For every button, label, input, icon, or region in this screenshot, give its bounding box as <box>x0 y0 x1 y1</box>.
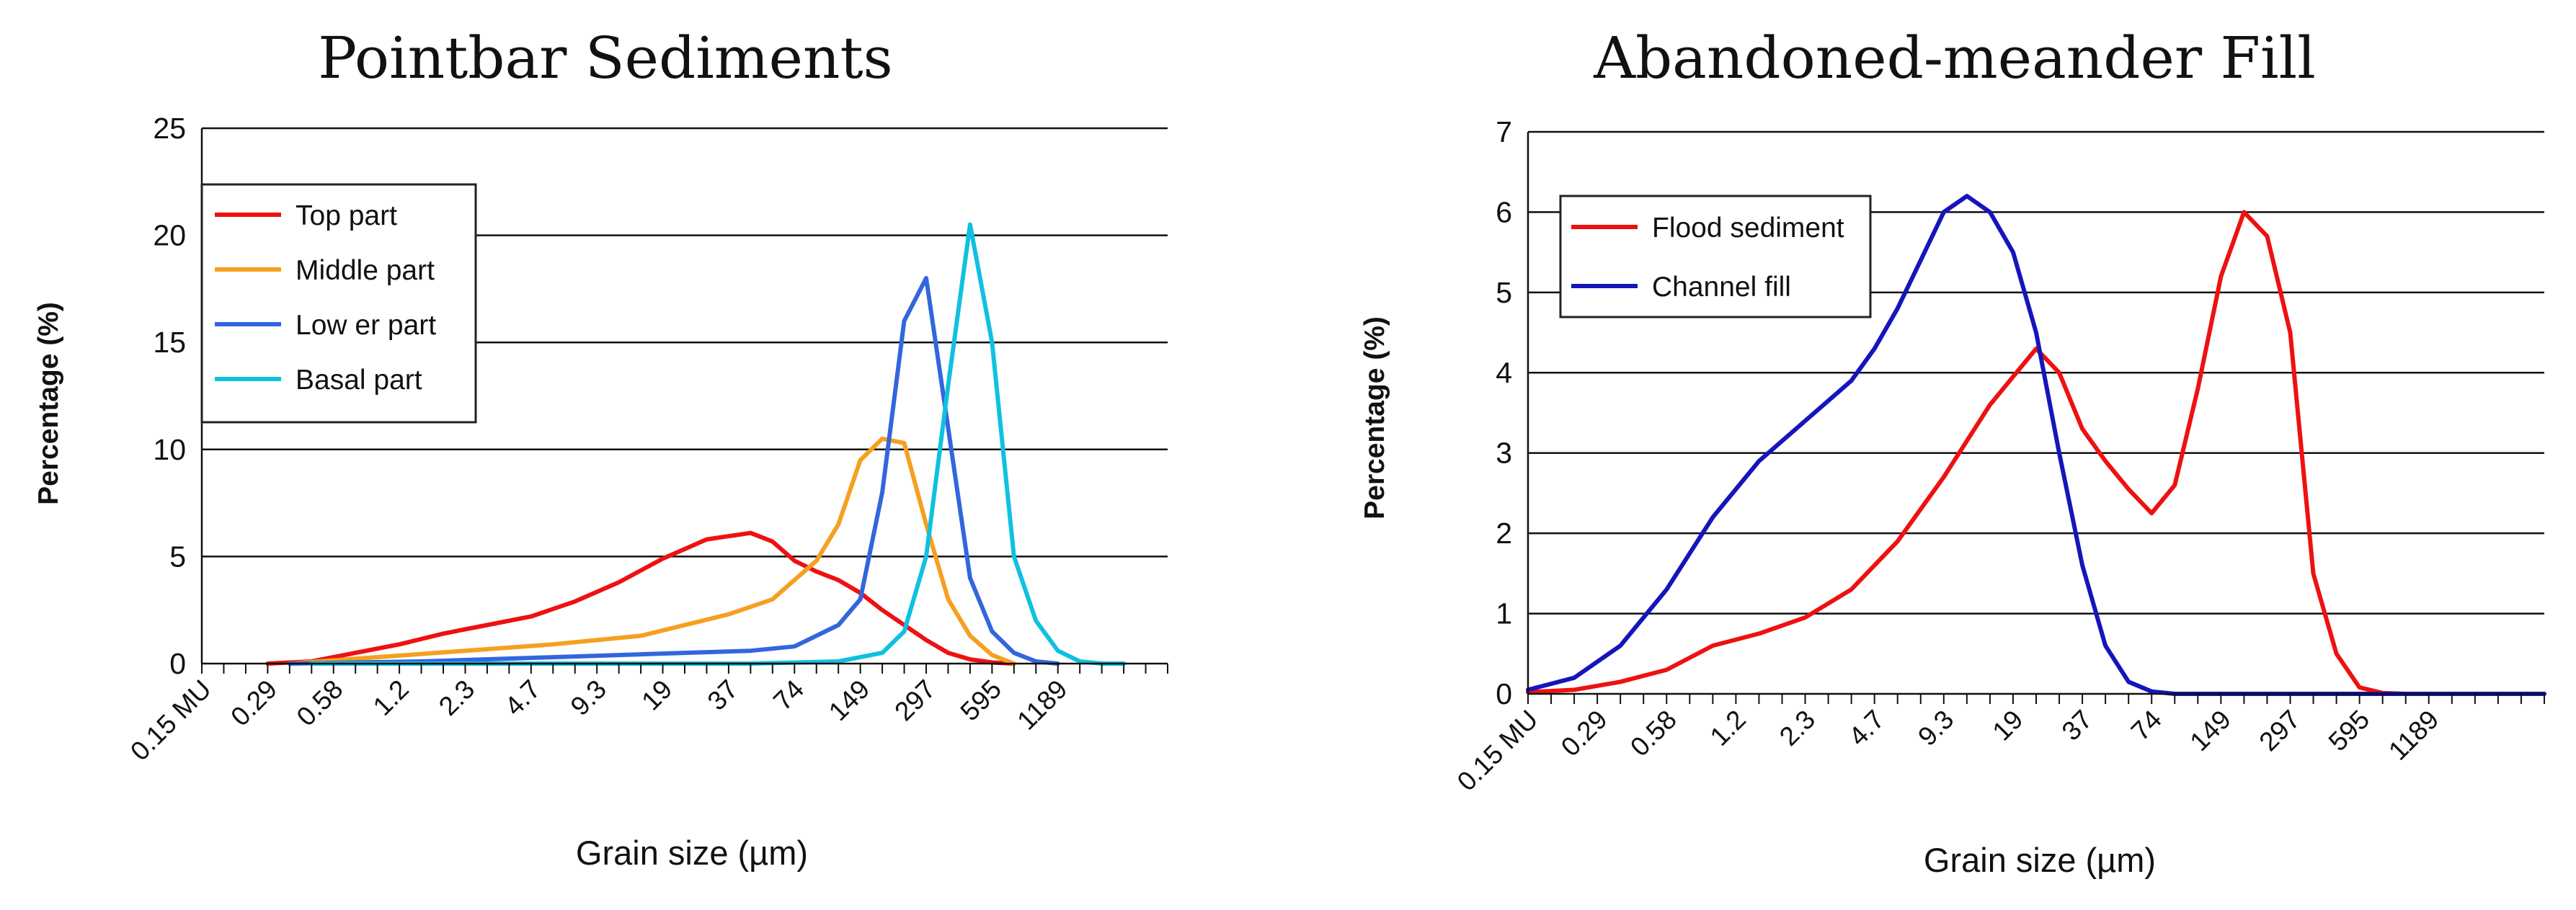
x-tick-label: 4.7 <box>499 674 546 721</box>
series-line-middle-part <box>287 436 1016 666</box>
x-tick-label: 149 <box>2184 705 2237 757</box>
x-tick-label: 9.3 <box>565 674 612 721</box>
legend-label: Flood sediment <box>1652 213 1844 244</box>
x-tick-label: 595 <box>955 674 1008 727</box>
y-tick-label: 0 <box>1496 677 1512 710</box>
x-tick-label: 2.3 <box>433 674 480 721</box>
legend-box <box>1559 195 1872 318</box>
x-tick-label: 74 <box>2126 705 2167 746</box>
y-tick-label: 6 <box>1496 195 1512 228</box>
x-tick-label: 149 <box>823 674 876 727</box>
chart-title: Abandoned-meander Fill <box>1593 24 2316 92</box>
x-tick-label: 2.3 <box>1774 705 1821 751</box>
y-tick-label: 5 <box>1496 276 1512 309</box>
chart-title: Pointbar Sediments <box>318 24 892 92</box>
legend: Flood sediment Channel fill <box>1559 195 1872 318</box>
x-tick-label: 0.29 <box>1555 705 1613 762</box>
series-line-basal-part <box>309 222 1127 666</box>
x-tick-label: 9.3 <box>1912 705 1959 751</box>
y-tick-label: 20 <box>153 219 186 252</box>
x-tick-label: 1189 <box>2383 705 2444 766</box>
y-tick-label: 15 <box>153 326 186 359</box>
y-axis-label: Percentage (%) <box>1359 316 1390 519</box>
series-line-low-er-part <box>287 276 1060 666</box>
y-tick-label: 0 <box>169 647 186 680</box>
x-tick-label: 0.58 <box>1625 705 1682 762</box>
y-tick-label: 7 <box>1496 115 1512 148</box>
x-tick-label: 595 <box>2323 705 2376 757</box>
x-axis-label: Grain size (µm) <box>576 834 808 872</box>
chart-pointbar: Pointbar Sediments 0 5 10 15 20 25 0.15 MU 0.2… <box>33 24 1168 872</box>
y-axis-label: Percentage (%) <box>33 302 64 505</box>
x-tick-label: 37 <box>2056 705 2098 746</box>
y-tick-label: 4 <box>1496 356 1512 389</box>
legend-label: Middle part <box>296 255 435 286</box>
legend-label: Channel fill <box>1652 272 1791 303</box>
x-tick-label: 1.2 <box>368 674 414 721</box>
x-tick-label: 1.2 <box>1705 705 1751 751</box>
x-axis-label: Grain size (µm) <box>1924 841 2156 879</box>
y-tick-label: 25 <box>153 112 186 145</box>
legend-label: Basal part <box>296 365 422 396</box>
x-tick-label: 74 <box>768 674 809 716</box>
x-tick-label: 19 <box>636 674 678 716</box>
x-tick-label: 297 <box>2254 705 2306 757</box>
x-tick-label: 0.58 <box>291 674 349 732</box>
legend-label: Top part <box>296 200 397 231</box>
x-tick-label: 297 <box>889 674 941 727</box>
legend-box <box>200 183 477 424</box>
legend-label: Low er part <box>296 310 436 341</box>
series-line-channel-fill <box>1526 194 2546 696</box>
y-tick-label: 1 <box>1496 597 1512 630</box>
series-line-top-part <box>265 530 1016 666</box>
x-tick-label: 19 <box>1987 705 2029 746</box>
x-tick-label: 37 <box>702 674 744 716</box>
y-tick-label: 5 <box>169 540 186 573</box>
y-tick-label: 2 <box>1496 517 1512 550</box>
x-tick-label: 0.15 MU <box>125 674 217 767</box>
x-tick-label: 1189 <box>1011 674 1072 736</box>
y-tick-label: 10 <box>153 433 186 466</box>
x-tick-label: 4.7 <box>1843 705 1890 751</box>
x-tick-label: 0.29 <box>225 674 283 732</box>
x-tick-label: 0.15 MU <box>1452 705 1544 797</box>
legend: Top part Middle part Low er part Basal part <box>200 183 477 424</box>
y-tick-label: 3 <box>1496 437 1512 470</box>
series-line-flood-sediment <box>1526 210 2546 696</box>
